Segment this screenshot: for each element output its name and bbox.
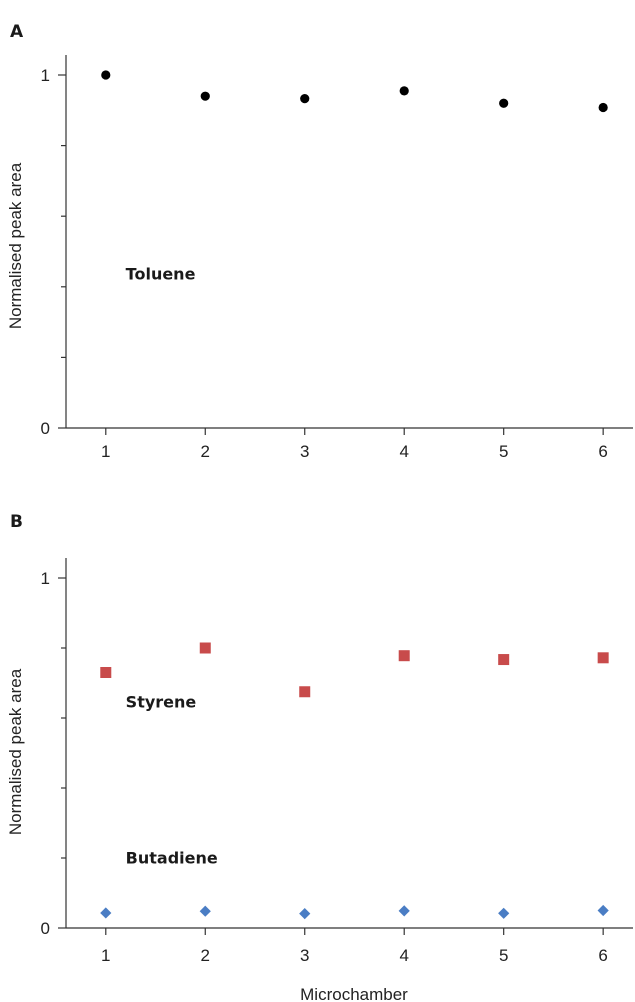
styrene-point-4 — [398, 650, 410, 662]
panel-a: A Normalised peak area 0 1 1 2 3 4 5 6 Toluene — [6, 22, 633, 461]
panel-a-letter: A — [10, 22, 24, 42]
toluene-point-2 — [200, 91, 210, 101]
panel-a-x-tick-label-1: 1 — [101, 442, 110, 461]
panel-b: B Normalised peak area Microchamber 0 1 1 2… — [6, 512, 633, 1002]
panel-b-x-axis-title: Microchamber — [300, 985, 408, 1002]
styrene-point-3 — [299, 686, 311, 698]
panel-b-x-tick-label-2: 2 — [201, 946, 210, 965]
toluene-point-6 — [598, 102, 608, 113]
panel-a-y-tick-label-0: 0 — [41, 419, 50, 438]
panel-b-letter: B — [10, 512, 23, 532]
panel-a-x-tick-label-5: 5 — [499, 442, 508, 461]
toluene-point-3 — [300, 94, 310, 104]
toluene-point-4 — [399, 86, 409, 96]
panel-a-y-tick-label-1: 1 — [41, 66, 50, 85]
styrene-point-5 — [498, 654, 510, 666]
panel-a-x-tick-label-3: 3 — [300, 442, 309, 461]
panel-b-annotation-butadiene: Butadiene — [126, 848, 218, 867]
panel-a-x-tick-label-6: 6 — [598, 442, 607, 461]
panel-b-x-tick-label-1: 1 — [101, 946, 110, 965]
panel-a-x-tick-label-2: 2 — [201, 442, 210, 461]
butadiene-point-2 — [199, 905, 211, 917]
panel-b-x-tick-label-6: 6 — [598, 946, 607, 965]
panel-a-annotation-toluene: Toluene — [126, 265, 196, 284]
panel-b-annotation-styrene: Styrene — [126, 693, 197, 712]
panel-b-y-axis-title: Normalised peak area — [6, 668, 25, 835]
butadiene-point-4 — [398, 905, 410, 917]
styrene-point-1 — [100, 667, 112, 678]
panel-b-y-tick-label-1: 1 — [41, 569, 50, 588]
butadiene-point-6 — [597, 904, 609, 917]
toluene-point-1 — [101, 70, 111, 80]
butadiene-point-3 — [299, 908, 311, 920]
butadiene-point-1 — [100, 907, 112, 919]
panel-b-x-tick-label-4: 4 — [399, 946, 408, 965]
panel-a-x-tick-label-4: 4 — [399, 442, 408, 461]
toluene-point-5 — [499, 98, 509, 108]
panel-a-y-axis-title: Normalised peak area — [6, 162, 25, 329]
panel-b-y-tick-label-0: 0 — [41, 919, 50, 938]
panel-b-x-tick-label-3: 3 — [300, 946, 309, 965]
styrene-point-6 — [597, 652, 609, 664]
styrene-point-2 — [199, 642, 211, 654]
panel-b-x-tick-label-5: 5 — [499, 946, 508, 965]
butadiene-point-5 — [498, 907, 510, 919]
